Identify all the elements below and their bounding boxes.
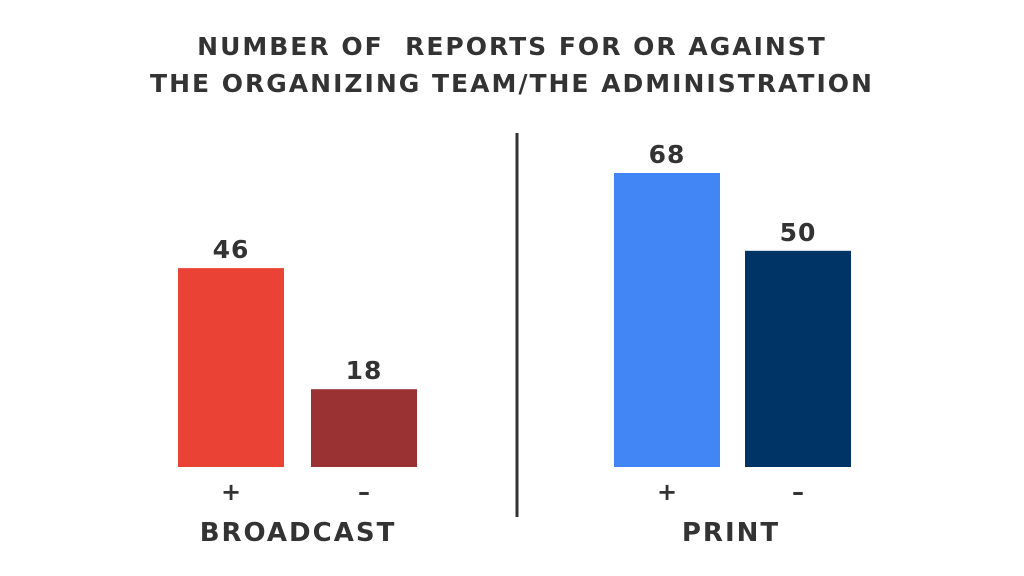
print-group-label: PRINT [682, 518, 780, 548]
print-negative-value-label: 50 [780, 218, 817, 247]
broadcast-group-label: BROADCAST [200, 518, 397, 548]
broadcast-positive-tick-label: + [221, 478, 241, 506]
broadcast-positive-value-label: 46 [213, 235, 250, 264]
chart-title: NUMBER OF REPORTS FOR OR AGAINST THE ORG… [0, 28, 1024, 102]
chart-title-line-2: THE ORGANIZING TEAM/THE ADMINISTRATION [150, 69, 874, 98]
broadcast-positive-bar [178, 268, 284, 467]
print-negative-tick-label: – [792, 478, 804, 506]
print-positive-bar [614, 173, 720, 467]
print-positive-value-label: 68 [649, 140, 686, 169]
chart-title-line-1: NUMBER OF REPORTS FOR OR AGAINST [197, 32, 827, 61]
broadcast-negative-bar [311, 389, 417, 467]
broadcast-negative-value-label: 18 [346, 356, 383, 385]
print-negative-bar [745, 250, 851, 467]
print-positive-tick-label: + [657, 478, 677, 506]
broadcast-negative-tick-label: – [358, 478, 370, 506]
